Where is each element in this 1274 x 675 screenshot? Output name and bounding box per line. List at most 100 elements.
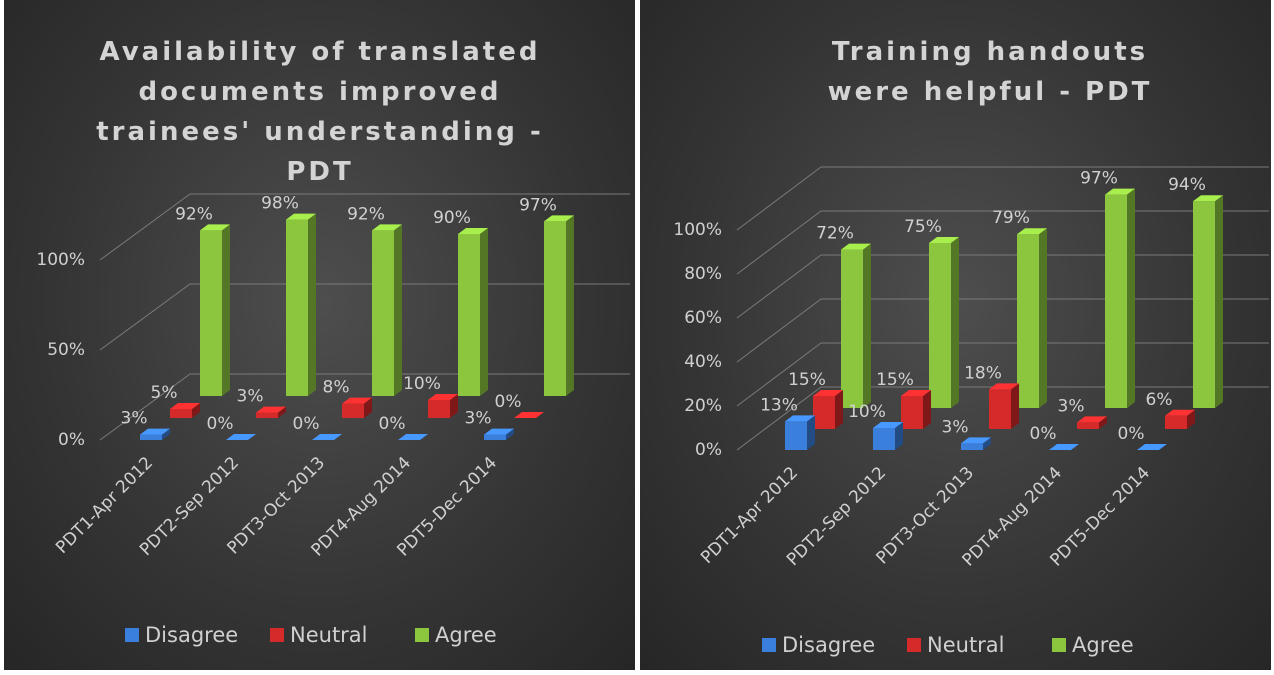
data-label: 90% xyxy=(433,208,471,228)
legend-swatch xyxy=(1052,638,1066,652)
data-label: 94% xyxy=(1168,175,1206,195)
bar-top xyxy=(342,397,372,404)
bar-side xyxy=(835,390,843,429)
bar xyxy=(929,243,951,408)
data-label: 92% xyxy=(175,204,213,224)
bar-top xyxy=(544,215,574,222)
data-label: 72% xyxy=(816,224,854,244)
y-tick-label: 50% xyxy=(47,340,85,360)
data-label: 3% xyxy=(237,387,264,407)
bar xyxy=(841,249,863,408)
bar xyxy=(813,396,835,429)
bar-top xyxy=(1049,444,1079,450)
bar-top xyxy=(372,224,402,231)
y-tick-label: 40% xyxy=(684,352,722,372)
bar-side xyxy=(923,390,931,429)
bar-top xyxy=(1077,416,1107,423)
bar-top xyxy=(1165,409,1195,416)
data-label: 79% xyxy=(992,208,1030,228)
data-label: 3% xyxy=(121,409,148,429)
grid-line xyxy=(99,193,630,261)
bar-side xyxy=(1215,195,1223,408)
chart-panel xyxy=(4,0,635,670)
bar-side xyxy=(162,428,170,440)
bar-top xyxy=(873,422,903,428)
bar-side xyxy=(895,422,903,450)
legend-label: Agree xyxy=(435,623,497,647)
bar xyxy=(286,219,308,396)
bar xyxy=(458,234,480,396)
data-label: 97% xyxy=(1080,169,1118,189)
bar-top xyxy=(514,412,544,418)
data-label: 3% xyxy=(1058,396,1085,416)
data-label: 5% xyxy=(151,383,178,403)
bar-top xyxy=(1137,444,1167,450)
bar xyxy=(873,428,895,450)
bar-top xyxy=(484,428,514,435)
bar xyxy=(428,400,450,418)
y-tick-label: 100% xyxy=(36,250,85,270)
data-label: 0% xyxy=(1118,424,1145,444)
legend-label: Agree xyxy=(1072,633,1134,657)
chart-title: Training handouts were helpful - PDT xyxy=(827,37,1153,107)
bar-side xyxy=(364,397,372,418)
bar xyxy=(1077,422,1099,429)
data-label: 98% xyxy=(261,194,299,214)
bar xyxy=(544,221,566,396)
y-tick-label: 0% xyxy=(58,430,85,450)
bar xyxy=(140,434,162,440)
bar-top xyxy=(226,434,256,440)
data-label: 10% xyxy=(848,402,886,422)
bar-top xyxy=(901,390,931,396)
data-label: 97% xyxy=(519,195,557,215)
bar xyxy=(256,412,278,418)
data-label: 92% xyxy=(347,204,385,224)
data-label: 0% xyxy=(293,414,320,434)
bar-side xyxy=(863,243,871,408)
bar-side xyxy=(480,228,488,396)
data-label: 15% xyxy=(788,370,826,390)
bar-top xyxy=(841,243,871,250)
bar xyxy=(372,230,394,396)
bar-top xyxy=(1105,188,1135,195)
y-tick-label: 100% xyxy=(673,220,722,240)
bar-top xyxy=(1193,195,1223,202)
legend-label: Disagree xyxy=(782,633,875,657)
bar-top xyxy=(170,403,200,409)
bar-top xyxy=(256,406,286,413)
bar-side xyxy=(566,215,574,396)
bar xyxy=(989,389,1011,429)
data-label: 15% xyxy=(876,370,914,390)
bar-side xyxy=(308,213,316,396)
data-label: 75% xyxy=(904,217,942,237)
legend-swatch xyxy=(270,628,284,642)
data-label: 18% xyxy=(964,363,1002,383)
bar-top xyxy=(140,428,170,435)
legend-swatch xyxy=(762,638,776,652)
bar-top xyxy=(200,224,230,231)
bar-top xyxy=(785,415,815,422)
data-label: 0% xyxy=(1030,424,1057,444)
legend-label: Neutral xyxy=(290,623,368,647)
grid-line xyxy=(736,166,1269,231)
bar-side xyxy=(1011,383,1019,429)
bar-side xyxy=(1099,416,1107,429)
data-label: 8% xyxy=(323,378,350,398)
bar xyxy=(1105,194,1127,408)
legend-swatch xyxy=(125,628,139,642)
bar xyxy=(961,443,983,450)
data-label: 10% xyxy=(403,374,441,394)
bar-side xyxy=(278,406,286,418)
data-label: 0% xyxy=(207,414,234,434)
legend-label: Disagree xyxy=(145,623,238,647)
legend-label: Neutral xyxy=(927,633,1005,657)
legend-swatch xyxy=(415,628,429,642)
bar-side xyxy=(506,428,514,440)
bar xyxy=(785,421,807,450)
chart-title: Availability of translated documents imp… xyxy=(96,37,544,187)
bar-top xyxy=(813,390,843,396)
bar-top xyxy=(398,434,428,440)
bar-side xyxy=(222,224,230,396)
